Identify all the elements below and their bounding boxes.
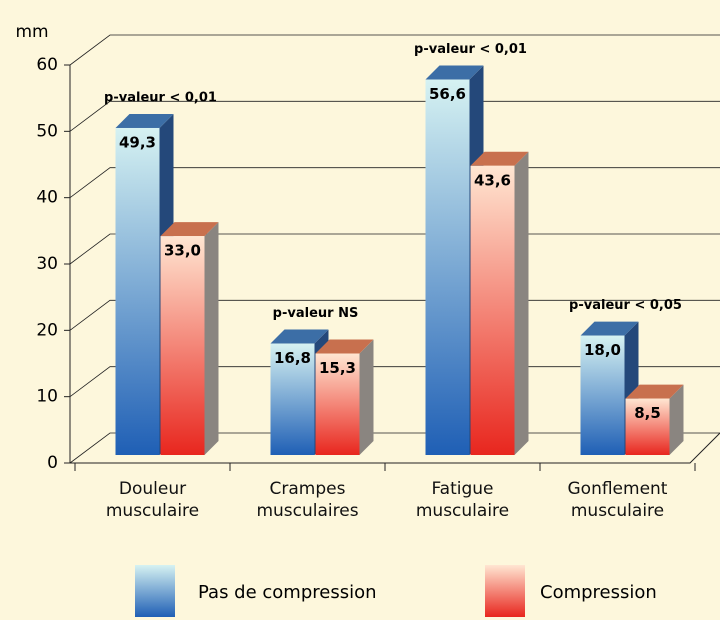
value-label: 33,0	[164, 242, 201, 260]
legend-label: Pas de compression	[198, 582, 377, 603]
y-tick-label: 60	[36, 55, 58, 75]
bar-side	[669, 384, 684, 455]
bar-top	[580, 321, 639, 336]
annotation: p-valeur NS	[273, 306, 359, 321]
grid-line	[69, 34, 720, 66]
annotation: p-valeur < 0,05	[569, 298, 682, 313]
bar	[160, 236, 205, 455]
bar	[270, 343, 315, 455]
bar	[315, 353, 360, 455]
value-label: 56,6	[429, 85, 466, 103]
bar-top	[160, 222, 219, 237]
bar	[580, 335, 625, 455]
value-label: 8,5	[634, 404, 661, 422]
y-tick-label: 20	[36, 320, 58, 340]
bar-side	[359, 339, 374, 455]
x-tick-label: Douleur musculaire	[105, 479, 200, 521]
annotation: p-valeur < 0,01	[104, 90, 217, 105]
bar	[470, 165, 515, 455]
bar-top	[470, 151, 529, 166]
y-tick-label: 50	[36, 121, 58, 141]
grid-line	[69, 100, 720, 132]
legend-swatch	[485, 565, 525, 617]
bar-side	[204, 222, 219, 455]
value-label: 16,8	[274, 349, 311, 367]
annotation: p-valeur < 0,01	[414, 42, 527, 57]
legend-swatch	[135, 565, 175, 617]
bar-side	[514, 151, 529, 455]
x-tick-label: Fatigue musculaire	[415, 479, 510, 521]
value-label: 49,3	[119, 133, 156, 151]
value-label: 15,3	[319, 359, 356, 377]
y-tick-label: 0	[47, 453, 58, 473]
bar	[115, 127, 160, 455]
bar-top	[625, 384, 684, 399]
y-tick-label: 10	[36, 387, 58, 407]
x-tick-label: Crampes musculaires	[256, 479, 359, 521]
bar	[625, 398, 670, 455]
value-label: 43,6	[474, 171, 511, 189]
y-tick-label: 30	[36, 254, 58, 274]
bar-top	[425, 65, 484, 80]
x-tick-label: Gonflement musculaire	[567, 479, 668, 521]
bar	[425, 79, 470, 455]
bar-top	[315, 339, 374, 354]
bar-top	[115, 113, 174, 128]
y-tick-label: 40	[36, 188, 58, 208]
bar-top	[270, 329, 329, 344]
floor	[70, 432, 720, 464]
value-label: 18,0	[584, 341, 621, 359]
legend-label: Compression	[540, 582, 657, 603]
y-axis-label: mm	[15, 22, 48, 42]
